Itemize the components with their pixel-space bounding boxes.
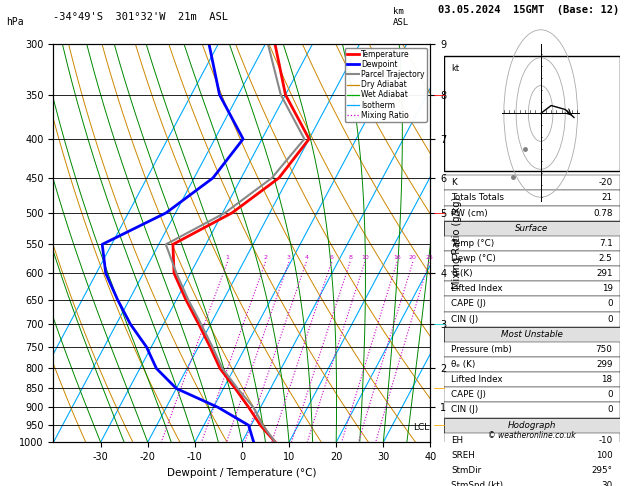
Text: 20: 20 (409, 255, 417, 260)
Text: Totals Totals: Totals Totals (451, 193, 504, 203)
Bar (444, 266, 620, 281)
Bar (444, 312, 620, 327)
Bar (444, 372, 620, 387)
Bar (444, 357, 620, 372)
Text: 0: 0 (607, 390, 613, 399)
Text: 0.78: 0.78 (593, 208, 613, 218)
Text: 6: 6 (330, 255, 333, 260)
Text: SREH: SREH (451, 451, 475, 460)
Bar (444, 463, 620, 478)
Text: 3: 3 (287, 255, 291, 260)
Bar (444, 175, 620, 191)
Text: ―: ― (434, 420, 445, 430)
Text: Pressure (mb): Pressure (mb) (451, 345, 512, 354)
Bar (444, 342, 620, 357)
Text: 0: 0 (607, 314, 613, 324)
Text: ―: ― (434, 319, 445, 329)
Text: km
ASL: km ASL (393, 7, 409, 27)
Y-axis label: Mixing Ratio (g/kg): Mixing Ratio (g/kg) (452, 197, 462, 289)
Text: θₑ (K): θₑ (K) (451, 360, 476, 369)
Text: ―: ― (434, 383, 445, 394)
Text: Hodograph: Hodograph (508, 420, 556, 430)
Text: © weatheronline.co.uk: © weatheronline.co.uk (488, 431, 576, 440)
Text: 18: 18 (601, 375, 613, 384)
Text: -34°49'S  301°32'W  21m  ASL: -34°49'S 301°32'W 21m ASL (53, 12, 228, 22)
Text: K: K (451, 178, 457, 187)
Text: StmSpd (kt): StmSpd (kt) (451, 481, 503, 486)
Bar (444, 206, 620, 221)
Text: StmDir: StmDir (451, 466, 481, 475)
Text: 25: 25 (425, 255, 433, 260)
Text: hPa: hPa (6, 17, 24, 27)
Text: 299: 299 (596, 360, 613, 369)
Text: CIN (J): CIN (J) (451, 405, 479, 415)
Bar (444, 251, 620, 266)
Text: 8: 8 (348, 255, 352, 260)
Text: ―: ― (434, 208, 445, 218)
Bar (444, 387, 620, 402)
Bar (444, 448, 620, 463)
Text: 21: 21 (601, 193, 613, 203)
Text: 1: 1 (226, 255, 230, 260)
X-axis label: Dewpoint / Temperature (°C): Dewpoint / Temperature (°C) (167, 468, 316, 478)
Bar (444, 56, 620, 171)
Text: 10: 10 (361, 255, 369, 260)
Bar (444, 478, 620, 486)
Text: 750: 750 (596, 345, 613, 354)
Bar (444, 296, 620, 312)
Text: PW (cm): PW (cm) (451, 208, 488, 218)
Text: 0: 0 (607, 299, 613, 309)
Text: 03.05.2024  15GMT  (Base: 12): 03.05.2024 15GMT (Base: 12) (438, 4, 620, 15)
Text: 291: 291 (596, 269, 613, 278)
Text: Surface: Surface (515, 224, 548, 233)
Text: CAPE (J): CAPE (J) (451, 299, 486, 309)
Text: 4: 4 (304, 255, 308, 260)
Text: CIN (J): CIN (J) (451, 314, 479, 324)
Text: 295°: 295° (591, 466, 613, 475)
Text: ―: ― (434, 90, 445, 100)
Text: kt: kt (451, 64, 459, 73)
Text: Lifted Index: Lifted Index (451, 284, 503, 294)
Text: Temp (°C): Temp (°C) (451, 239, 494, 248)
Bar (444, 191, 620, 206)
Text: 100: 100 (596, 451, 613, 460)
Text: Dewp (°C): Dewp (°C) (451, 254, 496, 263)
Legend: Temperature, Dewpoint, Parcel Trajectory, Dry Adiabat, Wet Adiabat, Isotherm, Mi: Temperature, Dewpoint, Parcel Trajectory… (345, 48, 426, 122)
Text: 7.1: 7.1 (599, 239, 613, 248)
Text: 2.5: 2.5 (599, 254, 613, 263)
Text: 16: 16 (393, 255, 401, 260)
Text: 30: 30 (601, 481, 613, 486)
Text: 19: 19 (601, 284, 613, 294)
Text: -20: -20 (598, 178, 613, 187)
Bar (444, 221, 620, 236)
Text: 2: 2 (264, 255, 267, 260)
Bar (444, 327, 620, 342)
Bar (444, 281, 620, 296)
Text: 0: 0 (607, 405, 613, 415)
Bar (444, 433, 620, 448)
Text: EH: EH (451, 436, 464, 445)
Text: -10: -10 (598, 436, 613, 445)
Bar (444, 236, 620, 251)
Text: LCL: LCL (413, 422, 429, 432)
Bar (444, 402, 620, 417)
Bar (444, 417, 620, 433)
Text: θₑ(K): θₑ(K) (451, 269, 473, 278)
Text: CAPE (J): CAPE (J) (451, 390, 486, 399)
Text: Lifted Index: Lifted Index (451, 375, 503, 384)
Text: Most Unstable: Most Unstable (501, 330, 563, 339)
